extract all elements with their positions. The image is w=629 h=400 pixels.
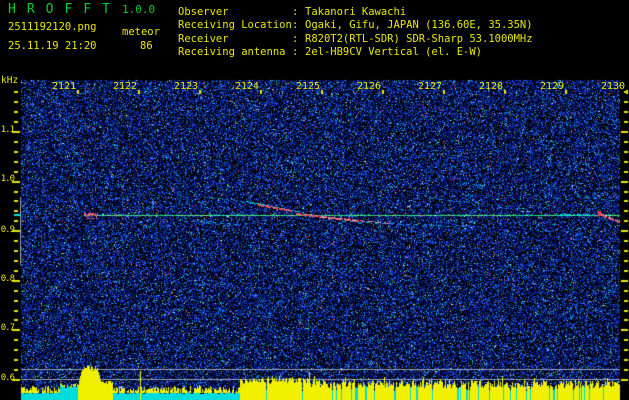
time-tick-label: 2126: [356, 81, 382, 92]
station-info-row: Observer: Takanori Kawachi: [178, 6, 533, 19]
station-info: Observer: Takanori Kawachi Receiving Locat…: [178, 6, 533, 60]
freq-tick-label: 0.8: [0, 274, 15, 284]
info-label: Receiving antenna: [178, 46, 286, 59]
info-label: Receiving Location: [178, 19, 292, 32]
time-tick-label: 2123: [173, 81, 199, 92]
time-tick-label: 2127: [417, 81, 443, 92]
info-value: Ogaki, Gifu, JAPAN (136.60E, 35.35N): [305, 19, 533, 32]
info-separator: :: [292, 6, 299, 18]
station-info-row: Receiver: R820T2(RTL-SDR) SDR-Sharp 53.10…: [178, 33, 533, 46]
echo-count: 86: [140, 40, 153, 52]
app-title: HROFFT: [8, 2, 121, 17]
freq-axis-unit: kHz: [1, 75, 19, 86]
time-tick-label: 2128: [478, 81, 504, 92]
freq-tick-label: 0.9: [0, 225, 15, 235]
info-separator: :: [292, 32, 299, 45]
info-label: Receiver: [178, 32, 229, 45]
mode-label: meteor: [122, 26, 160, 38]
info-separator: :: [292, 46, 299, 59]
app-version: 1.0.0: [122, 3, 156, 16]
time-tick-label: 2124: [234, 81, 260, 92]
freq-tick-label: 0.6: [0, 373, 15, 383]
freq-tick-label: 1.1: [0, 125, 15, 135]
time-tick-label: 2130: [600, 81, 626, 92]
info-separator: :: [292, 19, 299, 32]
time-tick-label: 2129: [539, 81, 565, 92]
freq-tick-label: 0.7: [0, 323, 15, 333]
info-value: R820T2(RTL-SDR) SDR-Sharp 53.1000MHz: [305, 32, 533, 45]
station-info-row: Receiving Location: Ogaki, Gifu, JAPAN (1…: [178, 19, 533, 32]
info-value: 2el-HB9CV Vertical (el. E-W): [305, 46, 483, 59]
time-tick-label: 2122: [112, 81, 138, 92]
output-filename: 2511192120.png: [8, 21, 97, 33]
station-info-row: Receiving antenna:2el-HB9CV Vertical (el…: [178, 46, 533, 59]
info-value: Takanori Kawachi: [305, 6, 407, 18]
info-label: Observer: [178, 6, 229, 18]
time-tick-label: 2125: [295, 81, 321, 92]
date-time: 25.11.19 21:20: [8, 40, 97, 52]
freq-tick-label: 1.0: [0, 174, 15, 184]
time-tick-label: 2121: [51, 81, 77, 92]
